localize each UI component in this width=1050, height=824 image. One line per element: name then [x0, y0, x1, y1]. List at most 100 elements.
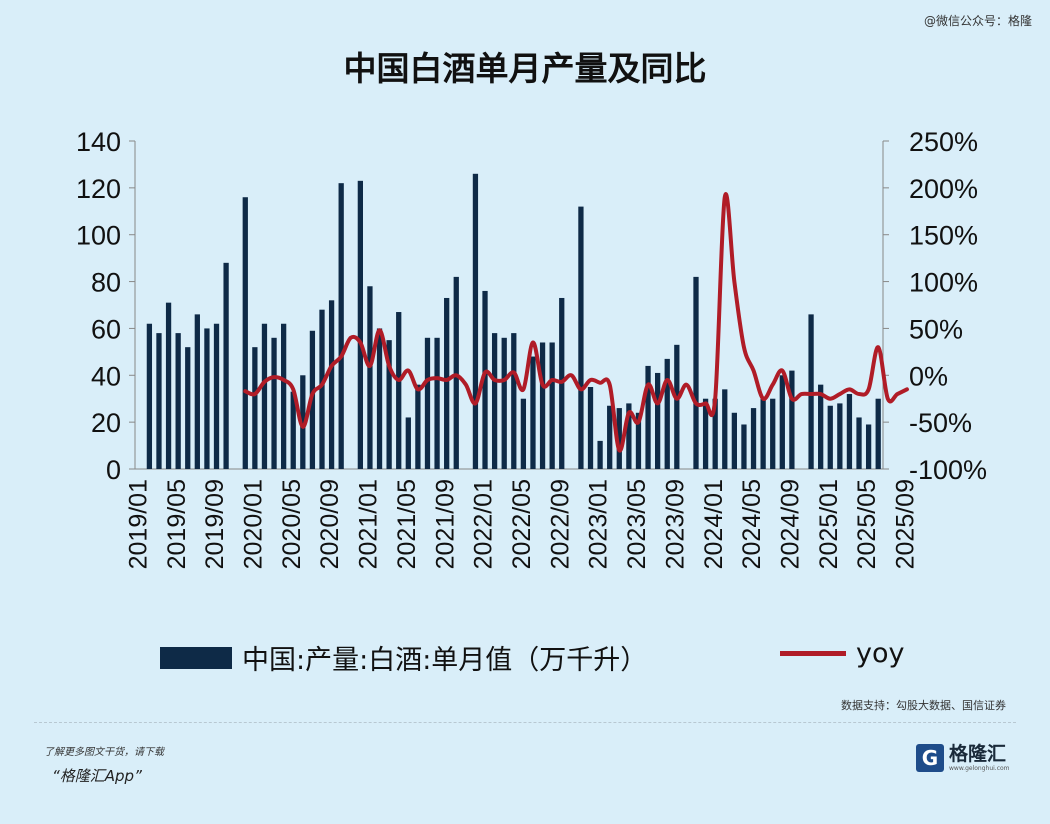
left-tick-label: 60	[91, 314, 121, 344]
x-tick-label: 2020/09	[316, 479, 344, 569]
bar	[549, 342, 555, 469]
bar	[501, 337, 507, 469]
bar	[655, 372, 661, 469]
bar	[472, 173, 479, 470]
x-tick-label: 2020/05	[278, 479, 306, 569]
bar	[328, 300, 335, 469]
brand-url: www.gelonghui.com	[949, 764, 1010, 772]
bar	[846, 394, 853, 469]
bar	[175, 333, 181, 469]
right-tick-label: 0%	[909, 361, 948, 391]
x-tick-label: 2021/01	[355, 479, 383, 569]
footer-app-name: “格隆汇App”	[52, 767, 142, 785]
left-tick-label: 0	[106, 455, 121, 485]
bar	[424, 337, 431, 469]
bar	[693, 276, 699, 469]
bar	[453, 276, 459, 469]
right-tick-label: 150%	[909, 221, 978, 251]
bar	[415, 384, 421, 469]
bar	[271, 337, 277, 469]
bar	[376, 328, 383, 469]
bar	[616, 408, 622, 469]
x-tick-label: 2020/01	[239, 479, 267, 569]
bar	[281, 323, 287, 469]
bar	[789, 370, 795, 469]
x-tick-label: 2023/09	[661, 479, 689, 569]
left-tick-label: 100	[76, 221, 121, 251]
bar	[156, 333, 162, 469]
footer-download-prompt: 了解更多图文干货，请下载	[44, 747, 164, 758]
bar	[827, 405, 833, 469]
right-tick-label: -50%	[909, 408, 972, 438]
left-tick-label: 20	[91, 408, 121, 438]
bar	[865, 424, 872, 469]
left-tick-label: 80	[91, 268, 121, 298]
bar	[511, 333, 517, 469]
bar	[731, 412, 737, 469]
bar	[146, 323, 153, 469]
bar	[367, 286, 373, 469]
bar	[722, 389, 728, 469]
bar	[396, 312, 402, 469]
bar	[520, 398, 527, 469]
right-tick-label: 250%	[909, 127, 978, 157]
bar	[319, 309, 325, 469]
bar	[434, 337, 440, 469]
bar	[165, 302, 172, 469]
bar	[204, 328, 210, 469]
legend-label-production: 中国:产量:白酒:单月值（万千升）	[242, 645, 648, 676]
bar	[626, 403, 632, 469]
legend-bar-swatch	[160, 646, 232, 669]
bar	[405, 417, 411, 469]
bar	[875, 398, 881, 469]
x-tick-label: 2023/05	[623, 479, 651, 569]
x-tick-label: 2019/09	[201, 479, 229, 569]
right-tick-label: -100%	[909, 455, 987, 485]
x-tick-label: 2022/05	[508, 479, 536, 569]
bar	[242, 197, 248, 469]
bar	[444, 297, 450, 469]
bar	[645, 365, 651, 469]
bar	[702, 398, 709, 469]
brand-logo: G 格隆汇 www.gelonghui.com	[916, 744, 1010, 772]
brand-text: 格隆汇 www.gelonghui.com	[949, 744, 1010, 772]
legend: 中国:产量:白酒:单月值（万千升） yoy	[160, 638, 1020, 678]
bar	[530, 356, 536, 469]
bar	[290, 391, 296, 469]
right-tick-label: 50%	[909, 314, 963, 344]
x-tick-label: 2025/09	[892, 479, 920, 569]
bar	[779, 375, 785, 469]
right-tick-label: 100%	[909, 268, 978, 298]
left-tick-label: 120	[76, 174, 121, 204]
bar	[808, 314, 814, 469]
bar	[252, 347, 258, 469]
x-tick-label: 2019/05	[163, 479, 191, 569]
bar	[856, 417, 862, 469]
x-tick-label: 2021/05	[393, 479, 421, 569]
source-note: 数据支持：勾股大数据、国信证券	[841, 699, 1006, 712]
bar	[386, 340, 392, 469]
bar	[597, 440, 603, 469]
x-tick-label: 2024/01	[700, 479, 728, 569]
bar	[338, 183, 344, 469]
bar	[213, 323, 220, 469]
legend-label-yoy: yoy	[856, 638, 905, 669]
bar	[750, 408, 757, 469]
x-tick-label: 2022/09	[546, 479, 574, 569]
watermark: @微信公众号：格隆	[923, 14, 1032, 28]
bar	[664, 358, 670, 469]
legend-item-production: 中国:产量:白酒:单月值（万千升）	[160, 638, 647, 677]
bar	[578, 206, 584, 469]
x-tick-label: 2021/09	[431, 479, 459, 569]
legend-line-swatch	[780, 651, 846, 656]
left-tick-label: 140	[76, 127, 121, 157]
x-tick-label: 2025/05	[853, 479, 881, 569]
yoy-line	[243, 192, 909, 453]
bar	[539, 342, 546, 469]
bar	[818, 384, 824, 469]
x-tick-label: 2023/01	[585, 479, 613, 569]
x-tick-label: 2024/05	[738, 479, 766, 569]
bar	[223, 262, 229, 469]
legend-item-yoy: yoy	[780, 638, 904, 669]
